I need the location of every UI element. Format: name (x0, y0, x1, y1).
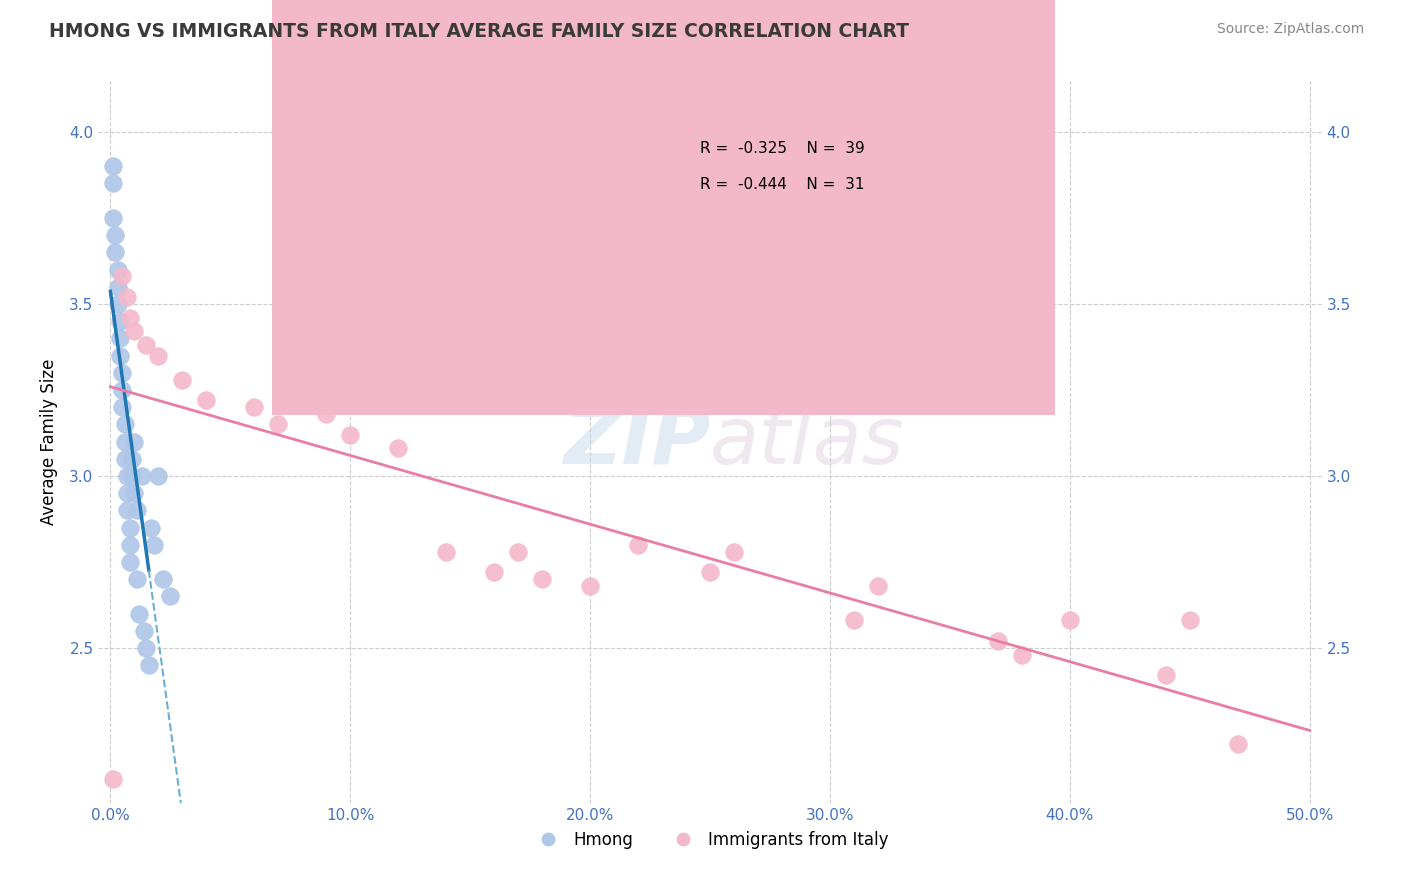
Point (114, 451, 136, 466)
Point (866, 579, 889, 593)
Point (723, 544, 745, 558)
Point (124, 486, 146, 500)
Point (141, 520, 163, 534)
Point (1178, 614, 1201, 628)
Point (128, 607, 150, 621)
Point (987, 634, 1010, 648)
Point (118, 310, 141, 325)
Point (142, 538, 165, 552)
Point (138, 658, 160, 673)
Point (1154, 668, 1177, 682)
Text: atlas: atlas (710, 402, 905, 481)
Point (339, 427, 361, 442)
Point (118, 555, 141, 569)
Point (108, 314, 131, 328)
Point (118, 520, 141, 534)
Point (1059, 614, 1081, 628)
Point (125, 572, 148, 586)
Legend: Hmong, Immigrants from Italy: Hmong, Immigrants from Italy (524, 824, 896, 856)
Point (699, 566, 721, 580)
Point (195, 393, 218, 408)
Point (115, 469, 138, 483)
Point (111, 400, 134, 414)
Point (132, 624, 155, 638)
Point (267, 417, 290, 432)
Point (291, 393, 314, 408)
Point (108, 349, 131, 363)
Point (101, 177, 124, 191)
Point (101, 159, 124, 173)
Point (107, 279, 129, 293)
Point (579, 579, 602, 593)
Point (1226, 737, 1249, 751)
Point (131, 469, 153, 483)
Point (107, 297, 129, 311)
Point (114, 417, 136, 432)
Text: HMONG VS IMMIGRANTS FROM ITALY AVERAGE FAMILY SIZE CORRELATION CHART: HMONG VS IMMIGRANTS FROM ITALY AVERAGE F… (49, 22, 910, 41)
Point (108, 331, 131, 345)
Point (111, 269, 134, 284)
Y-axis label: Average Family Size: Average Family Size (41, 359, 58, 524)
Point (118, 538, 141, 552)
Point (125, 503, 148, 517)
Point (148, 469, 170, 483)
Point (135, 640, 157, 655)
Point (115, 486, 138, 500)
Point (104, 245, 127, 260)
Point (1011, 648, 1033, 662)
FancyBboxPatch shape (273, 0, 1054, 415)
Point (627, 538, 650, 552)
Point (387, 442, 409, 456)
FancyBboxPatch shape (273, 0, 1054, 379)
Text: Source: ZipAtlas.com: Source: ZipAtlas.com (1216, 22, 1364, 37)
Text: ZIP: ZIP (562, 402, 710, 481)
Point (111, 366, 134, 380)
Point (315, 407, 337, 421)
Point (842, 614, 865, 628)
Point (101, 211, 124, 225)
Text: R =  -0.325    N =  39: R = -0.325 N = 39 (700, 141, 865, 156)
Point (114, 434, 136, 449)
Point (135, 338, 157, 352)
Point (111, 383, 134, 397)
Point (159, 590, 181, 604)
Point (104, 228, 127, 243)
Point (482, 566, 505, 580)
Text: R =  -0.444    N =  31: R = -0.444 N = 31 (700, 177, 865, 192)
Point (124, 434, 146, 449)
Point (148, 349, 170, 363)
Point (121, 451, 143, 466)
Point (152, 572, 174, 586)
Point (115, 290, 138, 304)
Point (531, 572, 554, 586)
Point (508, 544, 530, 558)
Point (101, 772, 124, 786)
Point (115, 503, 138, 517)
Point (121, 469, 143, 483)
FancyBboxPatch shape (619, 120, 973, 211)
Point (172, 373, 194, 387)
Point (124, 325, 146, 339)
Point (434, 544, 457, 558)
Point (243, 400, 266, 414)
Point (107, 262, 129, 277)
